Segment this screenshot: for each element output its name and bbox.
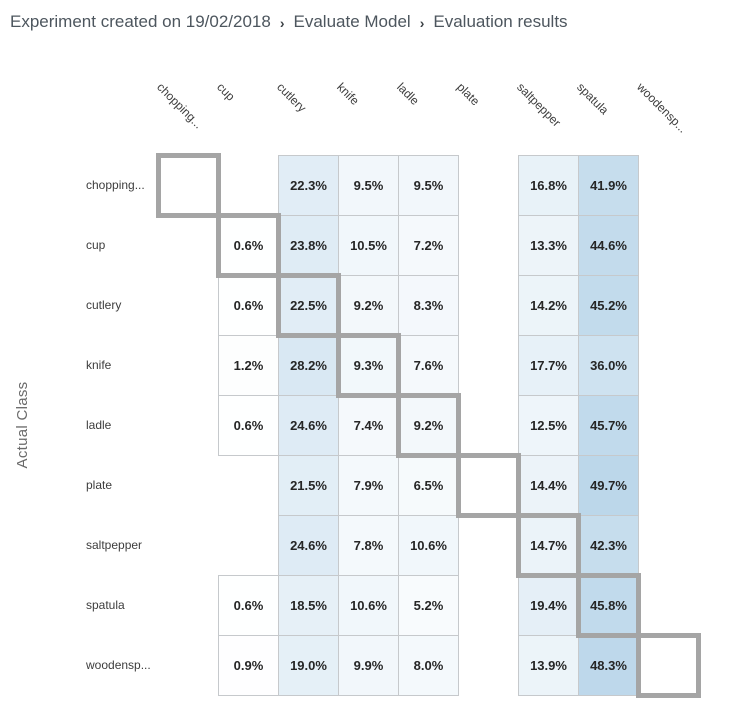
chevron-right-icon: › — [419, 14, 425, 31]
row-label-woodensp: woodensp... — [86, 658, 151, 672]
cell-ladle-cup: 0.6% — [218, 395, 279, 456]
diagonal-outline-spatula — [576, 573, 641, 638]
cell-knife-cutlery: 28.2% — [278, 335, 339, 396]
col-header-cup: cup — [214, 80, 238, 104]
cell-ladle-cutlery: 24.6% — [278, 395, 339, 456]
diagonal-outline-saltpepper — [516, 513, 581, 578]
cell-cutlery-spatula: 45.2% — [578, 275, 639, 336]
cell-chopping-saltpepper: 16.8% — [518, 155, 579, 216]
cell-knife-saltpepper: 17.7% — [518, 335, 579, 396]
col-header-saltpepper: saltpepper — [514, 80, 564, 130]
cell-ladle-spatula: 45.7% — [578, 395, 639, 456]
breadcrumb-item: Evaluation results — [433, 12, 568, 31]
cell-woodensp-cup: 0.9% — [218, 635, 279, 696]
cell-cutlery-cup: 0.6% — [218, 275, 279, 336]
col-header-chopping: chopping... — [154, 80, 206, 132]
cell-spatula-cup: 0.6% — [218, 575, 279, 636]
cell-woodensp-knife: 9.9% — [338, 635, 399, 696]
cell-woodensp-cutlery: 19.0% — [278, 635, 339, 696]
diagonal-outline-cutlery — [276, 273, 341, 338]
row-label-plate: plate — [86, 478, 113, 492]
cell-spatula-knife: 10.6% — [338, 575, 399, 636]
row-label-cutlery: cutlery — [86, 298, 122, 312]
cell-plate-saltpepper: 14.4% — [518, 455, 579, 516]
cell-plate-knife: 7.9% — [338, 455, 399, 516]
cell-cup-ladle: 7.2% — [398, 215, 459, 276]
row-label-saltpepper: saltpepper — [86, 538, 143, 552]
cell-knife-ladle: 7.6% — [398, 335, 459, 396]
cell-chopping-ladle: 9.5% — [398, 155, 459, 216]
cell-cutlery-cutlery: 22.5% — [278, 275, 339, 336]
col-header-cutlery: cutlery — [274, 80, 309, 115]
cell-saltpepper-cutlery: 24.6% — [278, 515, 339, 576]
cell-ladle-saltpepper: 12.5% — [518, 395, 579, 456]
col-header-plate: plate — [454, 80, 483, 109]
cell-cup-knife: 10.5% — [338, 215, 399, 276]
chevron-right-icon: › — [279, 14, 285, 31]
cell-woodensp-ladle: 8.0% — [398, 635, 459, 696]
cell-cup-saltpepper: 13.3% — [518, 215, 579, 276]
cell-cup-cup: 0.6% — [218, 215, 279, 276]
cell-plate-cutlery: 21.5% — [278, 455, 339, 516]
cell-spatula-ladle: 5.2% — [398, 575, 459, 636]
cell-ladle-knife: 7.4% — [338, 395, 399, 456]
breadcrumb: Experiment created on 19/02/2018 › Evaluat… — [10, 12, 568, 32]
row-label-chopping: chopping... — [86, 178, 145, 192]
cell-chopping-knife: 9.5% — [338, 155, 399, 216]
row-label-cup: cup — [86, 238, 106, 252]
row-label-ladle: ladle — [86, 418, 112, 432]
cell-cutlery-knife: 9.2% — [338, 275, 399, 336]
cell-plate-spatula: 49.7% — [578, 455, 639, 516]
cell-woodensp-spatula: 48.3% — [578, 635, 639, 696]
cell-spatula-saltpepper: 19.4% — [518, 575, 579, 636]
row-label-knife: knife — [86, 358, 112, 372]
row-label-spatula: spatula — [86, 598, 125, 612]
cell-spatula-cutlery: 18.5% — [278, 575, 339, 636]
col-header-knife: knife — [334, 80, 362, 108]
cell-cutlery-saltpepper: 14.2% — [518, 275, 579, 336]
cell-saltpepper-knife: 7.8% — [338, 515, 399, 576]
diagonal-outline-ladle — [396, 393, 461, 458]
diagonal-outline-knife — [336, 333, 401, 398]
actual-class-axis-label: Actual Class — [14, 381, 31, 469]
breadcrumb-item[interactable]: Experiment created on 19/02/2018 — [10, 12, 271, 31]
diagonal-outline-plate — [456, 453, 521, 518]
col-header-spatula: spatula — [574, 80, 612, 118]
breadcrumb-item[interactable]: Evaluate Model — [293, 12, 411, 31]
col-header-woodensp: woodensp... — [634, 80, 690, 136]
cell-cutlery-ladle: 8.3% — [398, 275, 459, 336]
cell-woodensp-saltpepper: 13.9% — [518, 635, 579, 696]
cell-chopping-cutlery: 22.3% — [278, 155, 339, 216]
cell-saltpepper-spatula: 42.3% — [578, 515, 639, 576]
cell-cup-cutlery: 23.8% — [278, 215, 339, 276]
col-header-ladle: ladle — [394, 80, 422, 108]
diagonal-outline-woodensp — [636, 633, 701, 698]
cell-saltpepper-ladle: 10.6% — [398, 515, 459, 576]
cell-cup-spatula: 44.6% — [578, 215, 639, 276]
diagonal-outline-cup — [216, 213, 281, 278]
cell-plate-ladle: 6.5% — [398, 455, 459, 516]
cell-chopping-spatula: 41.9% — [578, 155, 639, 216]
cell-knife-cup: 1.2% — [218, 335, 279, 396]
cell-knife-spatula: 36.0% — [578, 335, 639, 396]
diagonal-outline-chopping — [156, 153, 221, 218]
